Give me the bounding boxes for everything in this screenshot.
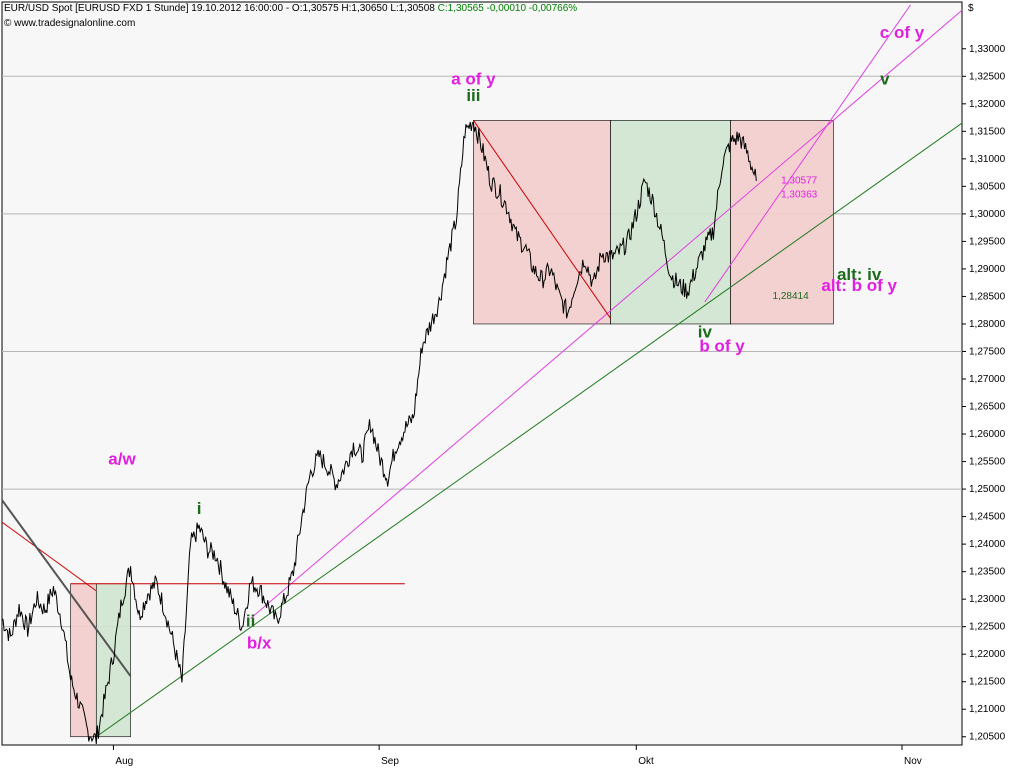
wave-label: 1,30363	[781, 189, 818, 200]
y-tick-label: 1,23500	[969, 567, 1006, 578]
trendline-red	[473, 120, 611, 319]
range-box-red	[70, 583, 97, 738]
trendline-magenta	[250, 9, 963, 619]
x-tick-label: Aug	[115, 756, 133, 767]
wave-label: b/x	[247, 634, 272, 653]
y-tick-label: 1,26000	[969, 429, 1006, 440]
y-tick-label: 1,21000	[969, 704, 1006, 715]
x-tick-label: Sep	[381, 756, 399, 767]
y-tick-label: 1,33000	[969, 44, 1006, 55]
plot-area	[1, 1, 963, 746]
wave-label: 1,30577	[781, 176, 818, 187]
wave-label: i	[197, 499, 202, 518]
chart-watermark: © www.tradesignalonline.com	[4, 18, 136, 29]
wave-label: a of y	[451, 70, 496, 89]
y-tick-label: 1,26500	[969, 402, 1006, 413]
y-tick-label: 1,28000	[969, 319, 1006, 330]
wave-label: alt: b of y	[821, 276, 897, 295]
y-tick-label: 1,25500	[969, 457, 1006, 468]
y-tick-label: 1,29000	[969, 264, 1006, 275]
y-tick-label: 1,20500	[969, 732, 1006, 743]
y-tick-label: 1,32000	[969, 99, 1006, 110]
wave-label: ii	[246, 612, 255, 631]
header-change: C:1,30565 -0,00010 -0,00766%	[437, 3, 578, 14]
trendline-red	[1, 521, 97, 592]
wave-label: v	[880, 70, 890, 89]
y-tick-label: 1,31500	[969, 126, 1006, 137]
y-tick-label: 1,24000	[969, 539, 1006, 550]
range-box-red	[473, 120, 611, 325]
x-tick-label: Okt	[638, 756, 654, 767]
y-tick-label: 1,30500	[969, 181, 1006, 192]
y-tick-label: 1,30000	[969, 209, 1006, 220]
y-tick-label: 1,24500	[969, 512, 1006, 523]
price-line	[1, 121, 757, 745]
trendline-gray	[1, 499, 132, 677]
wave-label: c of y	[880, 23, 925, 42]
chart-header: EUR/USD Spot [EURUSD FXD 1 Stunde] 19.10…	[4, 3, 577, 14]
wave-label: iv	[698, 323, 713, 342]
trendline-green	[95, 122, 963, 738]
wave-label: 1,28414	[772, 291, 809, 302]
y-tick-label: 1,22500	[969, 622, 1006, 633]
y-tick-label: 1,21500	[969, 677, 1006, 688]
y-tick-label: 1,27500	[969, 346, 1006, 357]
trendline-magenta-steep	[704, 4, 911, 303]
y-tick-label: 1,32500	[969, 71, 1006, 82]
wave-label: iii	[466, 86, 480, 105]
y-tick-label: 1,23000	[969, 594, 1006, 605]
y-tick-label: 1,27000	[969, 374, 1006, 385]
wave-label: b of y	[699, 336, 745, 355]
range-box-green	[610, 120, 731, 325]
y-tick-label: 1,29500	[969, 236, 1006, 247]
x-tick-label: Nov	[904, 756, 922, 767]
y-tick-label: 1,22000	[969, 649, 1006, 660]
wave-label: alt: iv	[837, 265, 882, 284]
y-tick-label: 1,28500	[969, 291, 1006, 302]
wave-label: a/w	[108, 449, 136, 468]
y-tick-label: 1,25000	[969, 484, 1006, 495]
currency-symbol: $	[968, 3, 974, 14]
header-symbol-ohlc: EUR/USD Spot [EURUSD FXD 1 Stunde] 19.10…	[4, 3, 435, 14]
y-tick-label: 1,31000	[969, 154, 1006, 165]
